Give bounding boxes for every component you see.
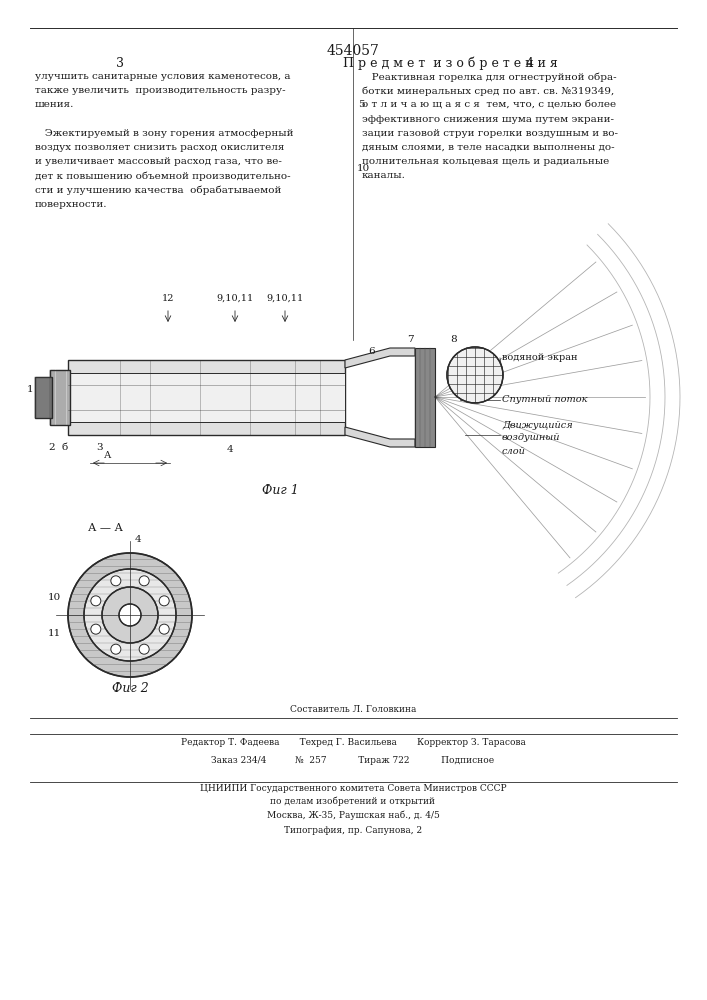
- Text: 11: 11: [47, 629, 61, 638]
- Polygon shape: [345, 427, 415, 447]
- Text: П р е д м е т  и з о б р е т е н и я: П р е д м е т и з о б р е т е н и я: [343, 57, 557, 70]
- Text: зации газовой струи горелки воздушным и во-: зации газовой струи горелки воздушным и …: [362, 129, 618, 138]
- Text: 9,10,11: 9,10,11: [267, 294, 303, 303]
- Text: эффективного снижения шума путем экрани-: эффективного снижения шума путем экрани-: [362, 115, 614, 124]
- Circle shape: [68, 553, 192, 677]
- Text: по делам изобретений и открытий: по делам изобретений и открытий: [271, 797, 436, 806]
- Text: Составитель Л. Головкина: Составитель Л. Головкина: [290, 705, 416, 714]
- Bar: [415, 348, 435, 447]
- Text: 8: 8: [450, 336, 457, 344]
- Text: также увеличить  производительность разру-: также увеличить производительность разру…: [35, 86, 286, 95]
- Text: каналы.: каналы.: [362, 171, 406, 180]
- Text: А — А: А — А: [88, 523, 122, 533]
- Text: Редактор Т. Фадеева       Техред Г. Васильева       Корректор З. Тарасова: Редактор Т. Фадеева Техред Г. Васильева …: [180, 738, 525, 747]
- Text: 3: 3: [97, 444, 103, 452]
- Circle shape: [90, 624, 101, 634]
- Text: 10: 10: [357, 164, 370, 173]
- Text: дяным слоями, в теле насадки выполнены до-: дяным слоями, в теле насадки выполнены д…: [362, 143, 614, 152]
- Text: Спутный поток: Спутный поток: [502, 395, 588, 404]
- Text: ЦНИИПИ Государственного комитета Совета Министров СССР: ЦНИИПИ Государственного комитета Совета …: [199, 784, 506, 793]
- Polygon shape: [345, 348, 415, 368]
- Text: Фиг 1: Фиг 1: [262, 484, 298, 496]
- Circle shape: [159, 596, 169, 606]
- Circle shape: [447, 347, 503, 403]
- Bar: [50, 370, 70, 425]
- Text: 454057: 454057: [327, 44, 380, 58]
- Text: 9,10,11: 9,10,11: [216, 294, 254, 303]
- Text: 5: 5: [358, 100, 365, 109]
- Text: о т л и ч а ю щ а я с я  тем, что, с целью более: о т л и ч а ю щ а я с я тем, что, с цель…: [362, 100, 616, 109]
- Circle shape: [84, 569, 176, 661]
- Text: 7: 7: [407, 336, 414, 344]
- Text: поверхности.: поверхности.: [35, 200, 107, 209]
- Text: Заказ 234/4          №  257           Тираж 722           Подписное: Заказ 234/4 № 257 Тираж 722 Подписное: [211, 756, 495, 765]
- Circle shape: [111, 576, 121, 586]
- Text: 10: 10: [47, 592, 61, 601]
- Text: и увеличивает массовый расход газа, что ве-: и увеличивает массовый расход газа, что …: [35, 157, 282, 166]
- Text: Фиг 2: Фиг 2: [112, 682, 148, 694]
- Text: 4: 4: [227, 446, 233, 454]
- Text: ботки минеральных сред по авт. св. №319349,: ботки минеральных сред по авт. св. №3193…: [362, 86, 614, 96]
- Text: 4: 4: [526, 57, 534, 70]
- Text: сти и улучшению качества  обрабатываемой: сти и улучшению качества обрабатываемой: [35, 186, 281, 195]
- Text: шения.: шения.: [35, 100, 74, 109]
- Text: 2: 2: [49, 444, 55, 452]
- Circle shape: [90, 596, 101, 606]
- Circle shape: [111, 644, 121, 654]
- Text: б: б: [62, 444, 68, 452]
- Text: 4: 4: [135, 534, 141, 544]
- Text: полнительная кольцевая щель и радиальные: полнительная кольцевая щель и радиальные: [362, 157, 609, 166]
- Circle shape: [139, 576, 149, 586]
- Text: 3: 3: [116, 57, 124, 70]
- Text: 12: 12: [162, 294, 174, 303]
- Circle shape: [119, 604, 141, 626]
- Circle shape: [159, 624, 169, 634]
- Text: Москва, Ж-35, Раушская наб., д. 4/5: Москва, Ж-35, Раушская наб., д. 4/5: [267, 810, 440, 820]
- Text: водяной экран: водяной экран: [502, 354, 578, 362]
- Text: улучшить санитарные условия каменотесов, а: улучшить санитарные условия каменотесов,…: [35, 72, 291, 81]
- Text: воздух позволяет снизить расход окислителя: воздух позволяет снизить расход окислите…: [35, 143, 284, 152]
- Text: слой: слой: [502, 446, 526, 456]
- Text: воздушный: воздушный: [502, 434, 561, 442]
- Circle shape: [102, 587, 158, 643]
- Circle shape: [139, 644, 149, 654]
- Text: Типография, пр. Сапунова, 2: Типография, пр. Сапунова, 2: [284, 826, 422, 835]
- Text: 1: 1: [27, 385, 33, 394]
- Bar: [35, 377, 52, 418]
- Text: Реактивная горелка для огнеструйной обра-: Реактивная горелка для огнеструйной обра…: [362, 72, 617, 82]
- Text: 6: 6: [368, 348, 375, 357]
- Text: Движущийся: Движущийся: [502, 420, 573, 430]
- Text: Эжектируемый в зону горения атмосферный: Эжектируемый в зону горения атмосферный: [35, 129, 293, 138]
- Text: дет к повышению объемной производительно-: дет к повышению объемной производительно…: [35, 171, 291, 181]
- Bar: [68, 373, 345, 422]
- Bar: [68, 360, 345, 435]
- Text: А: А: [105, 450, 112, 460]
